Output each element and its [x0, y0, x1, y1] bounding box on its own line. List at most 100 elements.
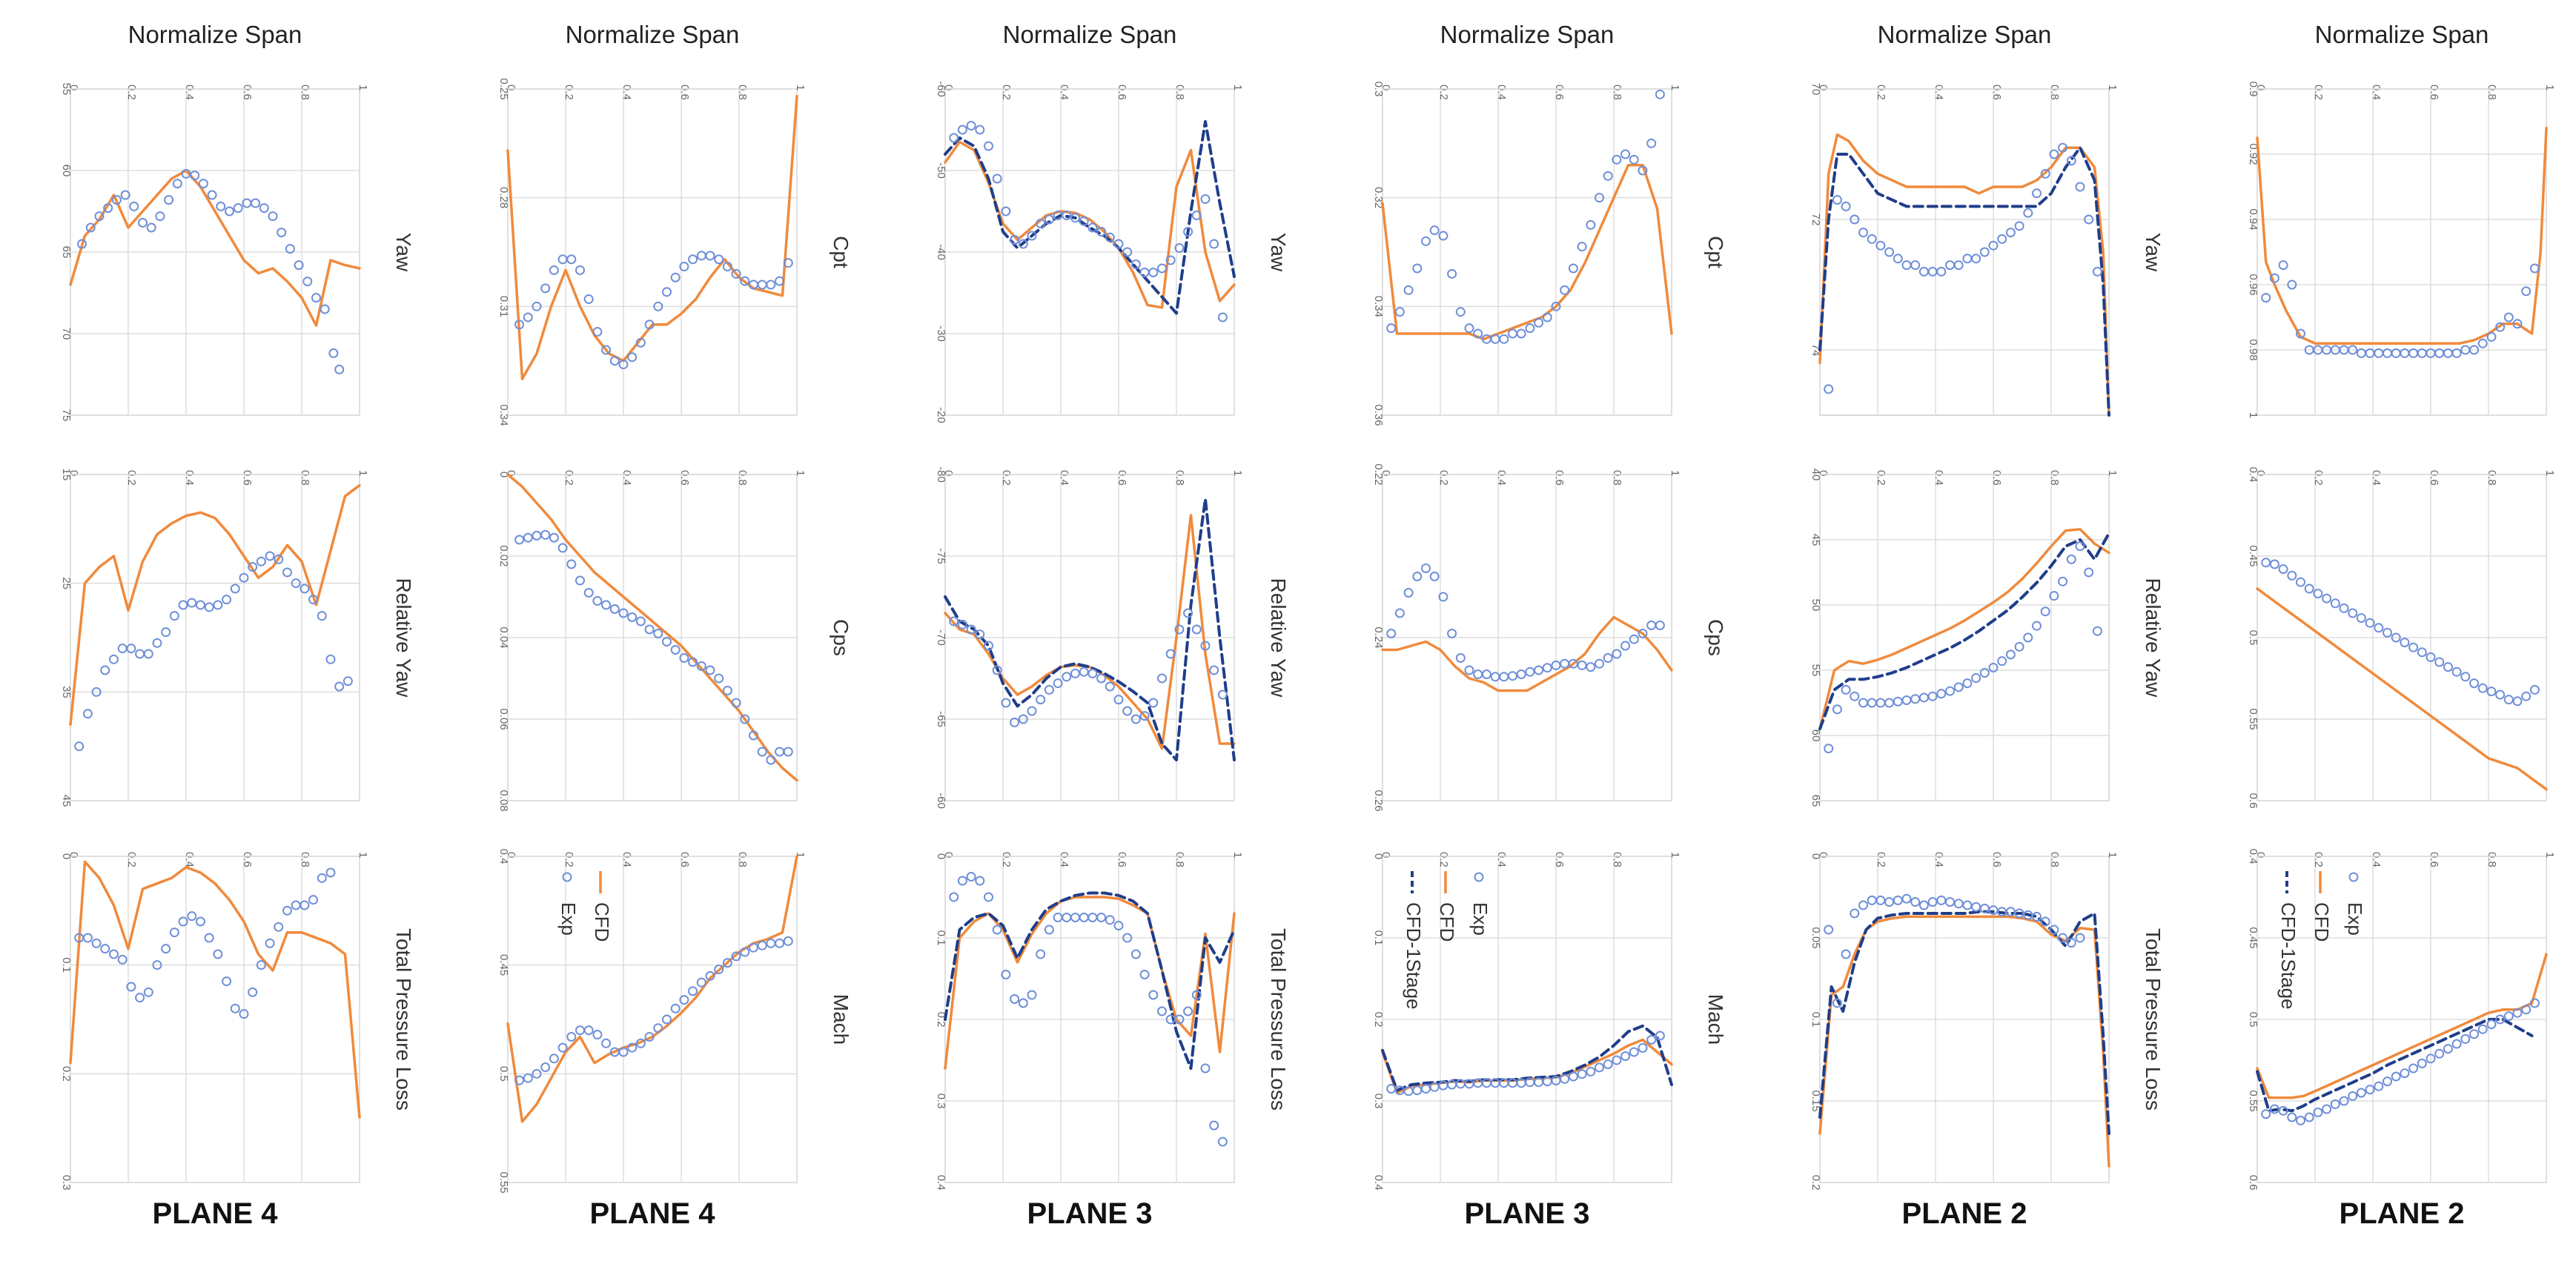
y-tick-label: -70: [935, 629, 947, 646]
x-tick-label: 1: [357, 852, 369, 858]
exp-data-point: [1824, 744, 1834, 754]
x-tick-label: 0.8: [2048, 470, 2061, 486]
exp-data-point: [126, 644, 136, 654]
y-tick-label: 0.9: [2247, 82, 2259, 97]
exp-data-point: [1386, 323, 1397, 334]
y-tick-label: 0.92: [2247, 143, 2259, 165]
plot-frame: [70, 474, 360, 801]
exp-data-point: [1105, 681, 1115, 692]
x-tick-label: 0: [942, 852, 955, 858]
x-tick-label: 0: [1380, 852, 1392, 858]
y-tick-label: 0: [935, 853, 947, 859]
x-tick-label: 0.6: [2428, 85, 2440, 100]
x-tick-label: 0.8: [1611, 852, 1623, 867]
x-tick-label: 0.4: [2370, 470, 2383, 486]
y-tick-label: -20: [935, 407, 947, 423]
exp-data-point: [1499, 672, 1509, 682]
x-tick-label: 0.2: [1000, 852, 1013, 867]
series-cfd-1stage-line: [1381, 1024, 1673, 1092]
subplot-svg: 0 0.2 0.4 0.6 0.8 1 0 0.05 0.1 0.15 0.2 Total Press…: [1810, 852, 2165, 1190]
exp-data-point: [2469, 1029, 2479, 1039]
exp-data-point: [239, 572, 249, 583]
exp-data-point: [2383, 1076, 2392, 1087]
exp-data-point: [1183, 1006, 1193, 1016]
exp-data-point: [2049, 591, 2059, 601]
y-tick-label: 0.02: [497, 545, 510, 566]
exp-data-point: [592, 596, 603, 606]
x-tick-label: 1: [1231, 852, 1244, 858]
plane-label: PLANE 3: [1027, 1197, 1153, 1230]
exp-data-point: [274, 922, 284, 932]
exp-data-point: [1191, 211, 1202, 220]
exp-data-point: [1429, 225, 1440, 236]
x-tick-label: 0.2: [1875, 852, 1887, 867]
exp-data-point: [966, 121, 976, 130]
exp-data-point: [2269, 273, 2279, 283]
exp-data-point: [1568, 1071, 1578, 1082]
exp-data-point: [1473, 669, 1483, 679]
exp-data-point: [766, 755, 776, 765]
x-tick-label: 0.6: [1116, 85, 1128, 100]
exp-data-point: [1464, 665, 1474, 675]
exp-data-point: [1062, 913, 1072, 922]
y-tick-label: 0.4: [497, 849, 510, 864]
exp-data-point: [609, 356, 620, 366]
exp-data-point: [775, 276, 785, 286]
x-tick-label: 0.4: [2370, 85, 2383, 100]
exp-data-point: [204, 602, 214, 612]
exp-data-point: [1534, 317, 1544, 328]
exp-data-point: [592, 327, 603, 337]
exp-data-point: [103, 203, 113, 214]
exp-data-point: [722, 958, 732, 968]
exp-data-point: [2014, 908, 2024, 919]
y-tick-label: 0.45: [497, 954, 510, 976]
subplot-cpt: 0 0.2 0.4 0.6 0.8 1 0.25 0.28 0.31 0.34 Cpt: [467, 74, 912, 426]
exp-data-point: [2032, 911, 2042, 922]
exp-data-point: [2287, 1112, 2297, 1122]
exp-data-point: [1875, 895, 1886, 905]
exp-data-point: [1867, 234, 1877, 244]
y-tick-label: 0.45: [2247, 545, 2259, 566]
exp-data-point: [196, 916, 205, 927]
exp-data-point: [1139, 970, 1150, 979]
exp-data-point: [268, 211, 278, 222]
y-tick-label: -40: [935, 244, 947, 260]
exp-data-point: [957, 619, 967, 629]
exp-data-point: [618, 1047, 629, 1057]
exp-data-point: [2460, 672, 2471, 682]
subplot-svg: 0 0.2 0.4 0.6 0.8 1 0 0.1 0.2 0.3 Total Pressure L…: [60, 852, 415, 1190]
exp-data-point: [2261, 293, 2271, 303]
exp-data-point: [1386, 1084, 1397, 1094]
exp-data-point: [975, 629, 985, 640]
exp-data-point: [2365, 1085, 2375, 1095]
exp-data-point: [2278, 260, 2288, 271]
exp-data-point: [679, 995, 689, 1005]
exp-data-point: [2287, 280, 2297, 290]
plot-frame: [2257, 88, 2547, 416]
x-tick-label: 1: [2106, 470, 2119, 476]
exp-data-point: [1945, 260, 1955, 271]
exp-data-point: [2058, 933, 2068, 943]
y-axis-label: Relative Yaw: [2142, 578, 2165, 698]
exp-data-point: [1646, 621, 1657, 630]
exp-data-point: [1655, 621, 1665, 630]
x-tick-label: 1: [1231, 470, 1244, 476]
x-tick-label: 0.6: [678, 852, 691, 867]
exp-data-point: [1850, 908, 1860, 919]
exp-data-point: [1841, 201, 1851, 211]
exp-data-point: [152, 960, 162, 970]
exp-data-point: [222, 595, 232, 605]
series-cfd-line: [2256, 587, 2548, 791]
exp-data-point: [2049, 925, 2059, 935]
exp-data-point: [233, 203, 243, 214]
y-tick-label: 75: [60, 409, 73, 422]
series-cfd-line: [69, 860, 361, 1119]
x-tick-label: 0.4: [1495, 852, 1508, 867]
y-tick-label: 55: [60, 83, 73, 96]
x-tick-label: 1: [2543, 852, 2556, 858]
y-tick-label: 15: [60, 469, 73, 481]
exp-data-point: [248, 562, 258, 572]
exp-data-point: [662, 1014, 672, 1025]
x-tick-label: 1: [2106, 85, 2119, 90]
exp-data-point: [2434, 657, 2445, 667]
